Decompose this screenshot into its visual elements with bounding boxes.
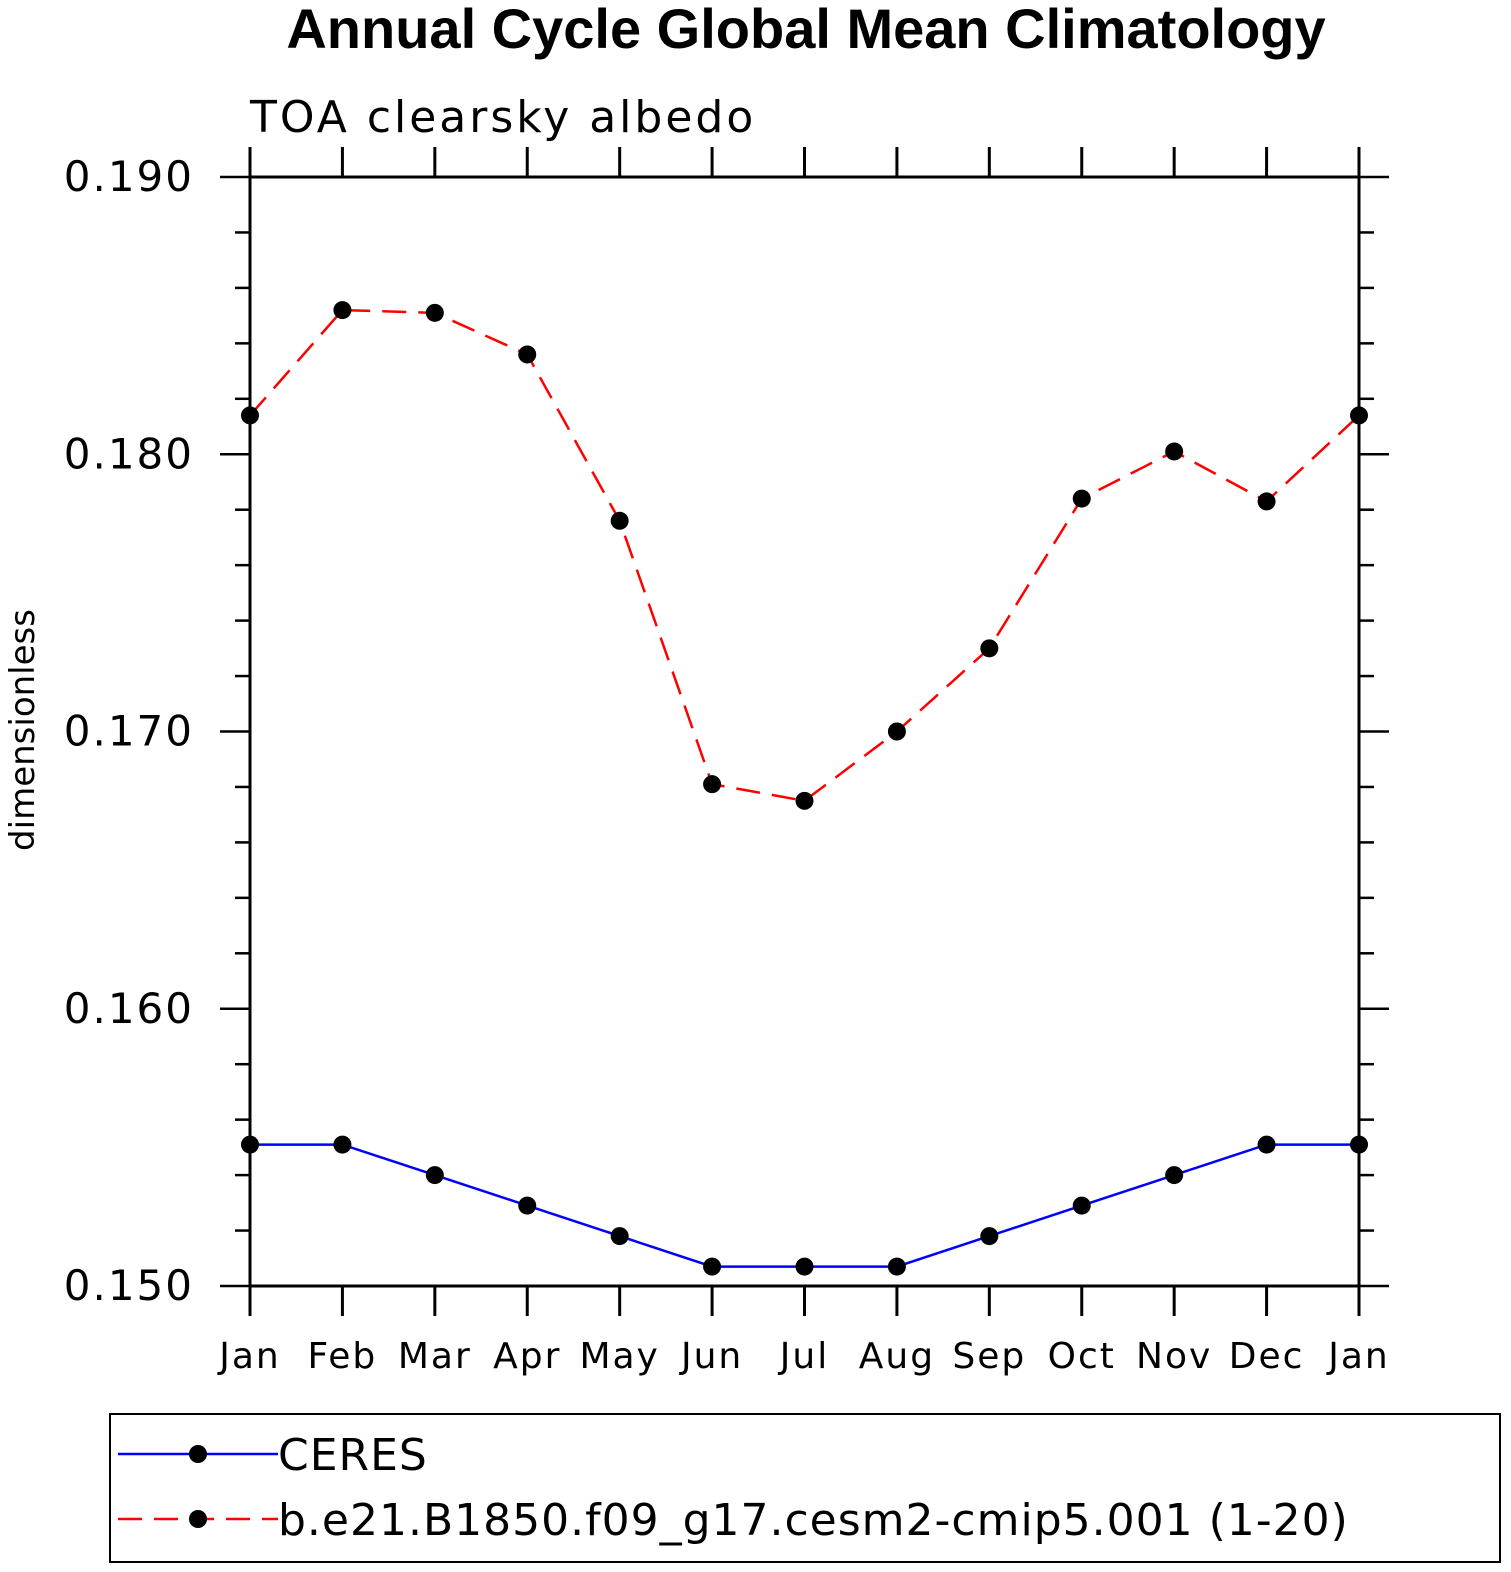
data-point (610, 511, 629, 530)
data-point (1350, 1135, 1368, 1154)
data-point (795, 1257, 814, 1276)
data-point (518, 345, 537, 364)
x-tick-label: Sep (952, 1336, 1026, 1377)
data-point (333, 1135, 352, 1154)
data-point (518, 1196, 537, 1215)
data-point (1350, 406, 1368, 425)
data-point (887, 1257, 906, 1276)
x-tick-label: Apr (493, 1336, 561, 1377)
x-tick-label: Jan (217, 1336, 281, 1377)
data-point (425, 303, 444, 322)
y-tick-label: 0.170 (64, 707, 194, 756)
data-point (1257, 1135, 1276, 1154)
chart-title: Annual Cycle Global Mean Climatology (286, 0, 1325, 60)
x-tick-label: Jan (1326, 1336, 1390, 1377)
data-point (703, 1257, 722, 1276)
data-point (1165, 1166, 1184, 1185)
data-point (241, 1135, 259, 1154)
y-tick-label: 0.190 (64, 152, 194, 201)
data-point (703, 775, 722, 794)
legend-label: b.e21.B1850.f09_g17.cesm2-cmip5.001 (1-2… (278, 1495, 1349, 1546)
legend-marker (189, 1510, 207, 1528)
plot-area: Jan Feb Mar Apr May Jun Jul Aug Sep Oct Nov Dec Jan 0… (64, 147, 1390, 1377)
data-point (795, 791, 814, 810)
x-tick-label: Jul (778, 1336, 829, 1377)
x-tick-label: Mar (398, 1336, 472, 1377)
legend: CERES b.e21.B1850.f09_g17.cesm2-cmip5.001… (109, 1413, 1501, 1563)
x-tick-label: Nov (1136, 1336, 1212, 1377)
x-tick-label: Aug (859, 1336, 935, 1377)
x-tick-label: Oct (1048, 1336, 1116, 1377)
data-point (425, 1166, 444, 1185)
y-axis-label: dimensionless (3, 609, 43, 851)
data-point (1257, 492, 1276, 511)
series-line-1 (250, 1143, 1359, 1268)
series-line-2 (249, 308, 1360, 803)
chart-subtitle: TOA clearsky albedo (249, 92, 756, 143)
data-point (1072, 1196, 1091, 1215)
data-point (1165, 442, 1184, 461)
legend-marker (189, 1445, 207, 1463)
data-point (610, 1227, 629, 1246)
y-tick-label: 0.180 (64, 429, 194, 478)
y-tick-label: 0.150 (64, 1261, 194, 1310)
x-tick-label: Feb (308, 1336, 378, 1377)
legend-box (109, 1413, 1501, 1563)
data-point (887, 722, 906, 741)
data-point (333, 301, 352, 320)
plot-frame (248, 175, 1361, 1288)
legend-label: CERES (278, 1430, 428, 1481)
data-point (980, 1227, 999, 1246)
data-point (241, 406, 259, 425)
x-tick-label: Dec (1229, 1336, 1305, 1377)
x-tick-label: Jun (679, 1336, 743, 1377)
data-point (1072, 489, 1091, 508)
data-point (980, 639, 999, 658)
y-tick-label: 0.160 (64, 984, 194, 1033)
x-tick-label: May (579, 1336, 659, 1377)
